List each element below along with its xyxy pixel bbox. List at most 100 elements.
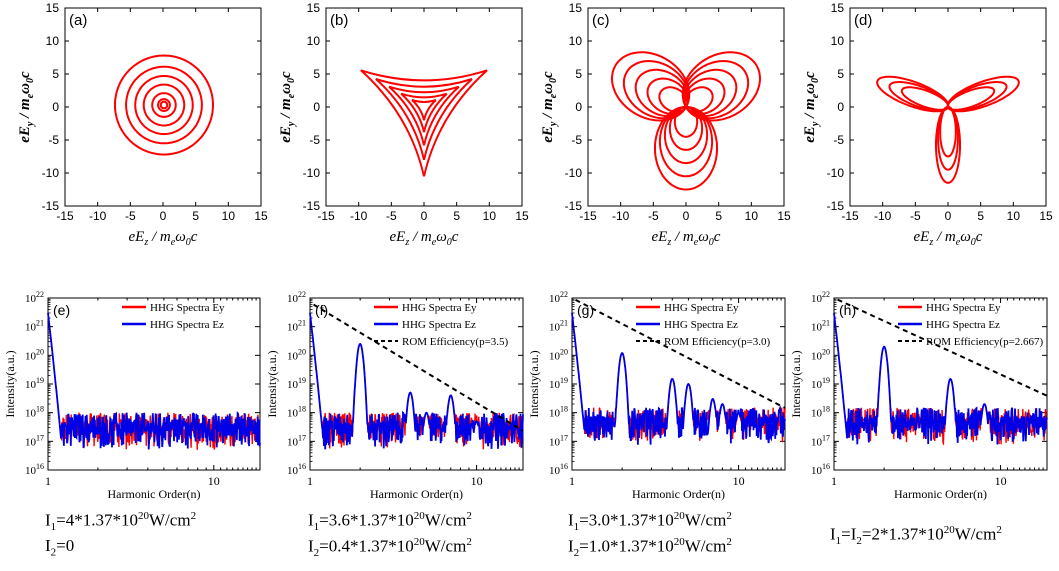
y-axis-label: Intensity(a.u.) <box>3 350 17 417</box>
y-tick-label: 15 <box>307 1 321 15</box>
y-tick-label: 1019 <box>25 376 44 391</box>
x-tick-label: -5 <box>648 209 659 223</box>
trajectory-petal <box>946 75 1020 113</box>
caption-g-line1: I1=3.0*1.37*1020W/cm2 <box>568 510 732 534</box>
legend-label: ROM Efficiency(p=3.0) <box>664 336 771 348</box>
trajectory-lobe <box>654 105 718 191</box>
legend-label: ROM Efficiency(p=3.5) <box>402 336 509 348</box>
y-tick-label: 1022 <box>25 290 44 305</box>
trajectory-loop <box>125 65 203 145</box>
x-tick-label: -15 <box>579 209 597 223</box>
y-tick-label: -10 <box>565 166 583 180</box>
spectrum-line <box>833 312 1048 445</box>
trajectory-panel: -15 -10 -5 0 5 10 15 -15 -10 -5 0 5 10 15 (a) eEz / meω… <box>17 1 268 248</box>
spectrum-panel: 1016 1017 1018 1019 1020 1021 1022 1 10 Harmonic … <box>789 290 1048 501</box>
trajectory-loop <box>134 75 194 136</box>
y-tick-label: 1017 <box>287 433 306 448</box>
y-tick-label: -15 <box>303 199 321 213</box>
y-tick-label: 10 <box>569 34 583 48</box>
trajectory-lobe <box>663 105 709 165</box>
y-tick-label: 15 <box>831 1 845 15</box>
y-tick-label: -10 <box>303 166 321 180</box>
y-tick-label: 1016 <box>811 462 830 477</box>
trajectory-petal <box>939 105 957 158</box>
y-tick-label: -5 <box>309 133 320 147</box>
x-tick-label: 1 <box>831 474 837 488</box>
rom-efficiency-line <box>837 298 1048 397</box>
y-tick-label: 1021 <box>25 319 44 334</box>
trajectory-loop <box>142 83 186 127</box>
y-tick-label: -15 <box>42 199 60 213</box>
y-tick-label: 1019 <box>287 376 306 391</box>
y-tick-label: 1016 <box>25 462 44 477</box>
caption-f-line2: I2=0.4*1.37*1020W/cm2 <box>308 536 472 560</box>
x-tick-label: 5 <box>715 209 722 223</box>
legend-label: HHG Spectra Ey <box>926 302 1001 314</box>
y-tick-label: -10 <box>827 166 845 180</box>
y-tick-label: 1018 <box>287 405 306 420</box>
spectrum-panel: 1016 1017 1018 1019 1020 1021 1022 1 10 Harmonic … <box>527 290 786 501</box>
caption-e-line2: I2=0 <box>45 536 75 559</box>
x-tick-label: 1 <box>307 474 313 488</box>
x-tick-label: 1 <box>45 474 51 488</box>
trajectory-lobe <box>658 105 714 178</box>
trajectory-loop <box>157 98 171 112</box>
legend-label: HHG Spectra Ey <box>664 302 739 314</box>
trajectory-lobe <box>682 68 738 118</box>
x-tick-label: -10 <box>612 209 630 223</box>
x-tick-label: -15 <box>56 209 74 223</box>
legend-label: HHG Spectra Ez <box>664 319 738 331</box>
caption-h-line1: I1=I2=2*1.37*1020W/cm2 <box>830 524 1002 548</box>
y-axis-label: eEy / meω0c <box>278 71 297 143</box>
panel-label: (b) <box>330 12 348 29</box>
x-tick-label: -10 <box>874 209 892 223</box>
trajectory-lobe <box>610 51 691 122</box>
trajectory-lobe <box>673 106 699 138</box>
panel-label: (d) <box>854 12 872 29</box>
x-tick-label: -15 <box>841 209 859 223</box>
y-tick-label: -15 <box>827 199 845 213</box>
x-tick-label: 15 <box>1039 209 1053 223</box>
trajectory-lobe <box>683 86 714 113</box>
y-tick-label: -5 <box>571 133 582 147</box>
y-tick-label: -5 <box>48 133 59 147</box>
trajectory-loop <box>360 69 488 177</box>
y-axis-label: Intensity(a.u.) <box>789 350 803 417</box>
trajectory-lobe <box>682 59 750 120</box>
x-tick-label: 0 <box>421 209 428 223</box>
x-tick-label: 0 <box>945 209 952 223</box>
y-tick-label: 1021 <box>287 319 306 334</box>
x-tick-label: 0 <box>683 209 690 223</box>
trajectory-panel: -15 -10 -5 0 5 10 15 -15 -10 -5 0 5 10 15 (b) eEz / meω… <box>278 1 529 248</box>
y-tick-label: 0 <box>52 100 59 114</box>
x-axis-label: Harmonic Order(n) <box>894 487 987 501</box>
y-tick-label: 1018 <box>811 405 830 420</box>
trajectory-petal <box>900 86 950 111</box>
x-tick-label: 0 <box>160 209 167 223</box>
y-tick-label: 1020 <box>287 347 306 362</box>
x-tick-label: 15 <box>254 209 268 223</box>
y-tick-label: 10 <box>307 34 321 48</box>
trajectory-petal <box>937 105 959 171</box>
y-tick-label: 1022 <box>549 290 568 305</box>
trajectory-loop <box>114 54 215 156</box>
x-tick-label: 10 <box>222 209 236 223</box>
trajectory-petal <box>946 86 996 111</box>
spectrum-panel: 1016 1017 1018 1019 1020 1021 1022 1 10 Harmonic … <box>3 290 261 501</box>
y-tick-label: 1018 <box>25 405 44 420</box>
trajectory-petal <box>946 81 1008 112</box>
x-axis-label: eEz / meω0c <box>652 229 721 248</box>
x-tick-label: 5 <box>453 209 460 223</box>
trajectory-lobe <box>622 59 690 120</box>
trajectory-loop <box>400 92 448 133</box>
x-tick-label: 10 <box>1007 209 1021 223</box>
trajectory-panel: -15 -10 -5 0 5 10 15 -15 -10 -5 0 5 10 15 (c) eEz / meω… <box>540 1 791 248</box>
x-tick-label: 10 <box>208 474 220 488</box>
y-tick-label: 0 <box>313 100 320 114</box>
x-tick-label: 10 <box>733 474 745 488</box>
y-tick-label: 1018 <box>549 405 568 420</box>
x-tick-label: 15 <box>777 209 791 223</box>
y-tick-label: 1017 <box>811 433 830 448</box>
x-tick-label: 10 <box>745 209 759 223</box>
x-tick-label: 10 <box>995 474 1007 488</box>
